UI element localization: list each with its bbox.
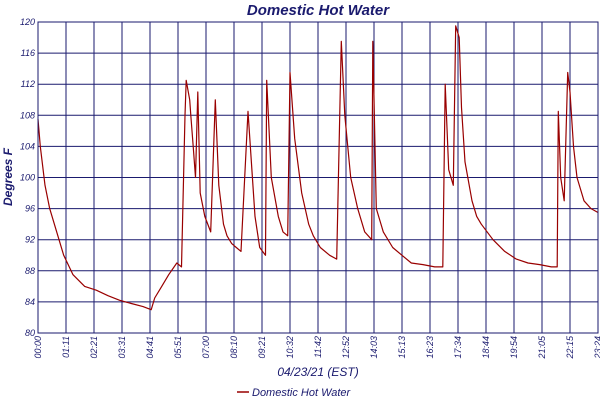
x-tick-label: 11:42 — [313, 336, 323, 358]
legend-label: Domestic Hot Water — [252, 387, 352, 399]
grid — [37, 21, 599, 334]
y-tick-label: 88 — [25, 266, 35, 276]
x-tick-label: 03:31 — [117, 336, 127, 359]
x-tick-label: 08:10 — [229, 336, 239, 359]
x-tick-label: 22:15 — [565, 335, 575, 360]
y-tick-label: 120 — [20, 17, 35, 27]
y-tick-label: 116 — [21, 48, 35, 58]
y-axis-ticks: 80 84 88 92 96 100 104 108 112 116 120 — [20, 17, 35, 338]
y-tick-label: 84 — [25, 297, 35, 307]
x-tick-label: 00:00 — [33, 336, 43, 359]
x-tick-label: 05:51 — [173, 336, 183, 359]
x-tick-label: 21:05 — [537, 335, 547, 360]
y-axis-label: Degrees F — [1, 147, 15, 206]
y-tick-label: 112 — [21, 79, 35, 89]
x-tick-label: 19:54 — [509, 336, 519, 359]
series-layer — [37, 25, 599, 311]
y-tick-label: 108 — [20, 110, 35, 120]
y-tick-label: 104 — [20, 141, 35, 151]
x-tick-label: 17:34 — [453, 336, 463, 359]
x-tick-label: 04:41 — [145, 336, 155, 359]
series-line — [37, 25, 599, 311]
y-tick-label: 96 — [25, 204, 35, 214]
legend: Domestic Hot Water — [237, 387, 352, 399]
x-tick-label: 10:32 — [285, 336, 295, 359]
x-axis-label: 04/23/21 (EST) — [277, 365, 358, 379]
x-tick-label: 12:52 — [341, 336, 351, 359]
x-axis-ticks: 00:00 01:11 02:21 03:31 04:41 05:51 07:00 08:10… — [33, 335, 600, 360]
y-tick-label: 100 — [20, 173, 35, 183]
y-tick-label: 92 — [25, 235, 35, 245]
x-tick-label: 01:11 — [61, 336, 71, 358]
chart-title: Domestic Hot Water — [247, 2, 390, 19]
x-tick-label: 23:24 — [593, 336, 600, 360]
x-tick-label: 02:21 — [89, 336, 99, 359]
plot-frame — [37, 21, 599, 334]
x-tick-label: 16:23 — [425, 336, 435, 359]
x-tick-label: 07:00 — [201, 336, 211, 359]
x-tick-label: 14:03 — [369, 336, 379, 359]
x-tick-label: 18:44 — [481, 336, 491, 359]
y-tick-label: 80 — [25, 328, 35, 338]
x-tick-label: 09:21 — [257, 336, 267, 359]
x-tick-label: 15:13 — [397, 336, 407, 359]
